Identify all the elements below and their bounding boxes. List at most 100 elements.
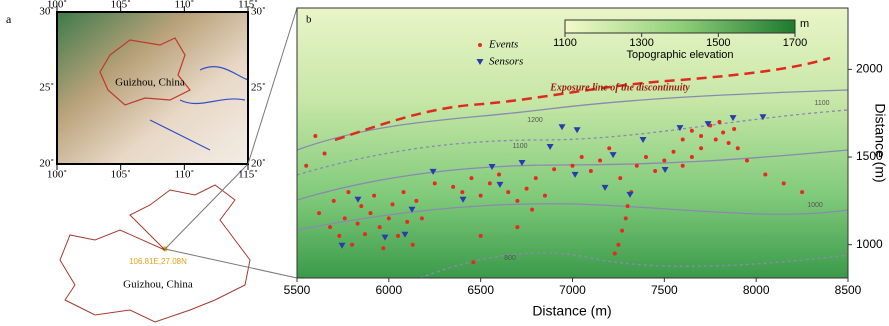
event-point: [337, 234, 341, 238]
event-point: [644, 155, 648, 159]
x-tick-label: 5500: [284, 283, 311, 297]
event-point: [543, 194, 547, 198]
region-label: Guizhou, China: [115, 77, 185, 89]
event-point: [363, 232, 367, 236]
colorbar-tick-label: 1100: [553, 37, 577, 49]
event-point: [690, 129, 694, 133]
event-point: [433, 181, 437, 185]
event-point: [391, 202, 395, 206]
event-point: [613, 251, 617, 255]
event-point: [515, 199, 519, 203]
event-point: [488, 181, 492, 185]
event-point: [368, 211, 372, 215]
event-point: [350, 243, 354, 247]
contour-label: 1100: [512, 143, 527, 150]
panel-label: b: [306, 14, 312, 26]
event-point: [530, 208, 534, 212]
event-point: [346, 190, 350, 194]
event-point: [571, 164, 575, 168]
x-tick-label: 7000: [559, 283, 586, 297]
event-point: [323, 152, 327, 156]
legend-label: Events: [488, 39, 518, 51]
event-point: [714, 137, 718, 141]
event-point: [782, 181, 786, 185]
colorbar-unit: m: [800, 18, 809, 30]
colorbar-tick-label: 1300: [629, 37, 653, 49]
event-point: [343, 216, 347, 220]
event-point: [420, 216, 424, 220]
colorbar-tick-label: 1500: [706, 37, 730, 49]
y-tick-label: 2000: [856, 62, 883, 76]
event-point: [624, 216, 628, 220]
figure: a Guizhou, China 106.81E,27.08N Guizhou,…: [0, 0, 889, 326]
event-point: [598, 159, 602, 163]
annotation: Exposure line of the discontinuity: [549, 82, 690, 93]
event-point: [525, 187, 529, 191]
event-point: [732, 127, 736, 131]
event-point: [387, 216, 391, 220]
panel-label: a: [6, 12, 12, 26]
contour-label: 1200: [527, 117, 543, 124]
event-point: [460, 190, 464, 194]
colorbar-label: Topographic elevation: [626, 49, 733, 61]
event-point: [681, 164, 685, 168]
event-point: [317, 211, 321, 215]
x-axis-label: Distance (m): [532, 303, 611, 319]
event-point: [618, 176, 622, 180]
event-point: [359, 204, 363, 208]
event-point: [405, 220, 409, 224]
event-point: [402, 190, 406, 194]
x-tick-label: 6500: [467, 283, 494, 297]
contour-label: 1000: [807, 202, 823, 209]
event-point: [552, 167, 556, 171]
event-point: [414, 199, 418, 203]
event-point: [396, 234, 400, 238]
contour-label: 1100: [814, 100, 829, 107]
event-point: [515, 225, 519, 229]
y-tick-label: 20˚: [39, 158, 54, 170]
event-point: [626, 204, 630, 208]
event-point: [469, 176, 473, 180]
event-point: [479, 194, 483, 198]
event-point: [580, 155, 584, 159]
x-tick-label: 110˚: [174, 0, 194, 11]
event-point: [717, 120, 721, 124]
event-point: [736, 146, 740, 150]
event-point: [372, 194, 376, 198]
y-tick-label: 1000: [856, 237, 883, 251]
event-point: [763, 173, 767, 177]
x-tick-label: 7500: [651, 283, 678, 297]
region-label: Guizhou, China: [123, 279, 193, 291]
y-tick-label: 25˚: [251, 82, 266, 94]
guizhou-outline: [60, 185, 250, 322]
x-tick-label: 105˚: [111, 169, 131, 181]
event-point: [381, 246, 385, 250]
event-point: [662, 159, 666, 163]
x-tick-label: 8000: [743, 283, 770, 297]
x-tick-label: 115˚: [238, 169, 258, 181]
y-tick-label: 20˚: [251, 158, 266, 170]
event-point: [332, 199, 336, 203]
event-point: [356, 222, 360, 226]
x-tick-label: 105˚: [111, 0, 131, 11]
event-point: [378, 225, 382, 229]
event-point: [699, 146, 703, 150]
contour-label: 800: [504, 255, 516, 262]
site-label: 106.81E,27.08N: [129, 257, 187, 266]
legend-label: Sensors: [489, 56, 523, 68]
x-tick-label: 100˚: [47, 169, 67, 181]
event-point: [690, 155, 694, 159]
colorbar-tick-label: 1700: [783, 37, 807, 49]
event-point: [635, 164, 639, 168]
event-point: [534, 176, 538, 180]
event-point: [699, 134, 703, 138]
y-tick-label: 30˚: [39, 6, 54, 18]
event-point: [497, 173, 501, 177]
event-point: [328, 225, 332, 229]
event-point: [727, 141, 731, 145]
event-point: [800, 190, 804, 194]
y-tick-label: 30˚: [251, 6, 266, 18]
event-point: [653, 169, 657, 173]
legend-marker: [478, 43, 482, 47]
event-point: [681, 137, 685, 141]
